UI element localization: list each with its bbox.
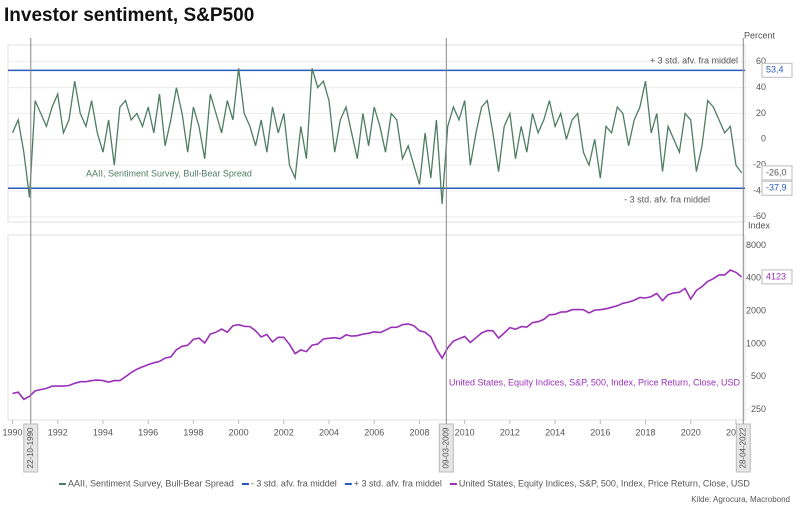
y-tick-label: 2000 (746, 305, 766, 315)
event-label: 28-04-2022 (738, 427, 747, 468)
legend-label: AAII, Sentiment Survey, Bull-Bear Spread (68, 478, 234, 488)
event-label: 09-03-2009 (441, 427, 450, 468)
value-label: -26,0 (766, 167, 787, 177)
x-tick-label: 2006 (364, 427, 384, 437)
legend-label: - 3 std. afv. fra middel (251, 478, 337, 488)
value-label: -37,9 (766, 183, 787, 193)
plot-frame (7, 234, 746, 421)
x-tick-label: 2008 (409, 427, 429, 437)
value-box (761, 165, 793, 181)
plot-frame (7, 44, 746, 223)
y-tick-label: 4000 (746, 273, 766, 283)
x-tick-label: 2018 (636, 427, 656, 437)
y-tick-label: 40 (756, 82, 766, 92)
value-box (761, 62, 793, 78)
data-line (11, 68, 743, 204)
series-label: AAII, Sentiment Survey, Bull-Bear Spread (86, 168, 252, 178)
x-tick-label: 2002 (274, 427, 294, 437)
x-tick-label: 2014 (545, 427, 565, 437)
x-tick-label: 2004 (319, 427, 339, 437)
y-axis-label: Index (748, 220, 771, 230)
x-tick-label: 1992 (48, 427, 68, 437)
x-tick-label: 2016 (590, 427, 610, 437)
y-tick-label: -20 (753, 160, 766, 170)
x-tick-label: 2010 (455, 427, 475, 437)
threshold-label: - 3 std. afv. fra middel (624, 195, 710, 205)
event-box (438, 423, 454, 473)
x-tick-label: 2020 (681, 427, 701, 437)
series-label: United States, Equity Indices, S&P, 500,… (449, 377, 740, 387)
x-tick-label: 2000 (229, 427, 249, 437)
y-tick-label: 20 (756, 108, 766, 118)
data-line (12, 269, 743, 401)
x-tick-label: 1996 (138, 427, 158, 437)
source: Kilde: Agrocura, Macrobond (691, 495, 790, 504)
y-tick-label: 250 (751, 404, 766, 414)
threshold-label: + 3 std. afv. fra middel (650, 56, 738, 66)
x-tick-label: 1998 (183, 427, 203, 437)
y-tick-label: 1000 (746, 338, 766, 348)
value-box (761, 269, 793, 285)
value-box (761, 180, 793, 196)
y-tick-label: 60 (756, 56, 766, 66)
y-tick-label: 500 (751, 371, 766, 381)
x-tick-label: 1990 (3, 427, 23, 437)
value-label: 53,4 (766, 65, 784, 75)
x-tick-label: 1994 (93, 427, 113, 437)
legend-label: + 3 std. afv. fra middel (354, 478, 442, 488)
event-label: 22-10-1990 (26, 427, 35, 468)
legend-label: United States, Equity Indices, S&P, 500,… (459, 478, 750, 488)
y-axis-label: Percent (744, 30, 776, 40)
x-tick-label: 2012 (500, 427, 520, 437)
value-label: 4123 (766, 271, 786, 281)
y-tick-label: 0 (761, 134, 766, 144)
y-tick-label: 8000 (746, 240, 766, 250)
event-box (735, 423, 751, 473)
chart-title: Investor sentiment, S&P500 (4, 5, 254, 26)
y-tick-label: -60 (753, 211, 766, 221)
y-tick-label: -40 (753, 185, 766, 195)
event-box (23, 423, 39, 473)
